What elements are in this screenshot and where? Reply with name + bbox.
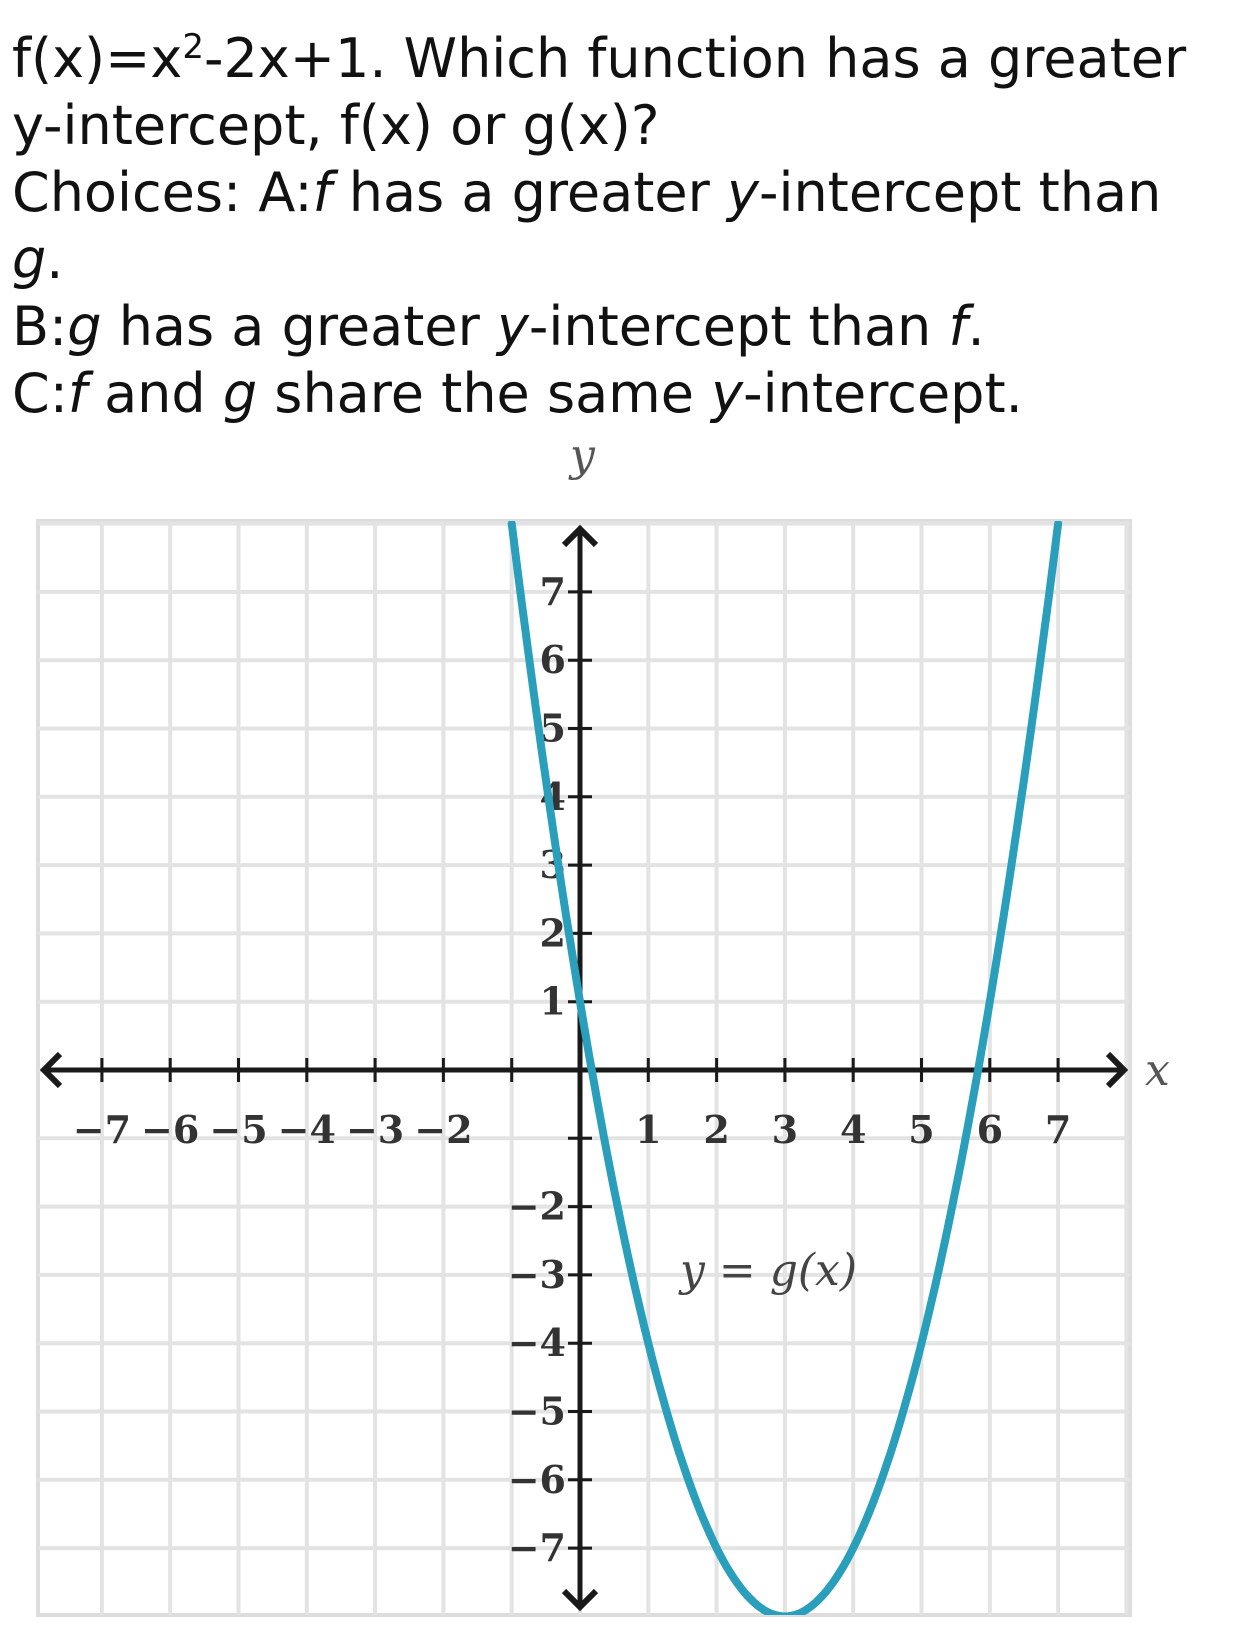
x-tick-label: 4 — [840, 1107, 866, 1152]
choice-prefix: C: — [12, 362, 68, 425]
y-tick-label: −4 — [508, 1320, 566, 1365]
x-tick-label: 6 — [977, 1107, 1003, 1152]
choice-prefix: B: — [12, 295, 68, 358]
axes — [39, 524, 1129, 1612]
choice-var: y — [711, 362, 744, 425]
y-tick-label: −5 — [508, 1389, 566, 1434]
choice-a: Choices: A:f has a greater y-intercept t… — [12, 159, 1227, 293]
x-tick-label: −7 — [73, 1107, 131, 1152]
choice-part: has a greater — [331, 161, 727, 224]
x-axis-arrow-left — [39, 1051, 63, 1089]
question-stem: f(x)=x2-2x+1. Which function has a great… — [12, 14, 1227, 159]
choice-part: has a greater — [101, 295, 497, 358]
choices-prefix: Choices: A: — [12, 161, 313, 224]
y-tick-label: 7 — [540, 569, 566, 614]
choice-var: f — [948, 295, 968, 358]
choice-var: y — [496, 295, 529, 358]
choice-part: -intercept than — [758, 161, 1162, 224]
y-tick-label: −7 — [508, 1525, 566, 1570]
choice-var: g — [12, 228, 47, 291]
y-tick-label: 2 — [540, 910, 566, 955]
y-tick-label: −2 — [508, 1184, 566, 1229]
choice-c: C:f and g share the same y-intercept. — [12, 360, 1227, 427]
x-axis-arrow-right — [1105, 1051, 1129, 1089]
stem-part: -2x+1. Which function has a greater y-in… — [12, 27, 1187, 157]
x-tick-label: −6 — [141, 1107, 199, 1152]
x-tick-label: −4 — [278, 1107, 336, 1152]
choice-b: B:g has a greater y-intercept than f. — [12, 293, 1227, 360]
stem-exponent: 2 — [182, 27, 204, 67]
x-tick-label: −3 — [346, 1107, 404, 1152]
y-tick-label: 6 — [540, 637, 566, 682]
y-tick-label: −3 — [508, 1252, 566, 1297]
stem-part: f(x)=x — [12, 27, 183, 90]
question-text: f(x)=x2-2x+1. Which function has a great… — [12, 14, 1227, 427]
choice-var: y — [726, 161, 759, 224]
choice-var: g — [67, 295, 102, 358]
curve-label: y = g(x) — [678, 1245, 857, 1296]
x-tick-label: −2 — [414, 1107, 472, 1152]
y-axis-arrow-down — [561, 1588, 599, 1612]
y-tick-label: −6 — [508, 1457, 566, 1502]
x-tick-label: 3 — [772, 1107, 798, 1152]
choice-var: f — [67, 362, 87, 425]
x-tick-label: 5 — [908, 1107, 934, 1152]
curve-g-line — [507, 521, 1063, 1615]
ticks — [100, 590, 1060, 1550]
choice-var: g — [222, 362, 258, 425]
y-axis-arrow-up — [561, 524, 599, 548]
choice-part: . — [967, 295, 985, 358]
curves — [507, 521, 1063, 1615]
choice-part: . — [46, 228, 64, 291]
choice-part: share the same — [257, 362, 712, 425]
x-tick-label: 7 — [1045, 1107, 1071, 1152]
x-tick-label: 1 — [635, 1107, 661, 1152]
x-tick-label: 2 — [703, 1107, 729, 1152]
y-axis-label: y — [568, 430, 596, 481]
y-tick-label: 1 — [540, 979, 566, 1024]
choice-part: -intercept than — [528, 295, 949, 358]
choice-var: f — [312, 161, 332, 224]
x-tick-label: −5 — [209, 1107, 267, 1152]
choice-part: -intercept. — [743, 362, 1023, 425]
x-axis-label: x — [1145, 1045, 1170, 1096]
choice-part: and — [86, 362, 223, 425]
